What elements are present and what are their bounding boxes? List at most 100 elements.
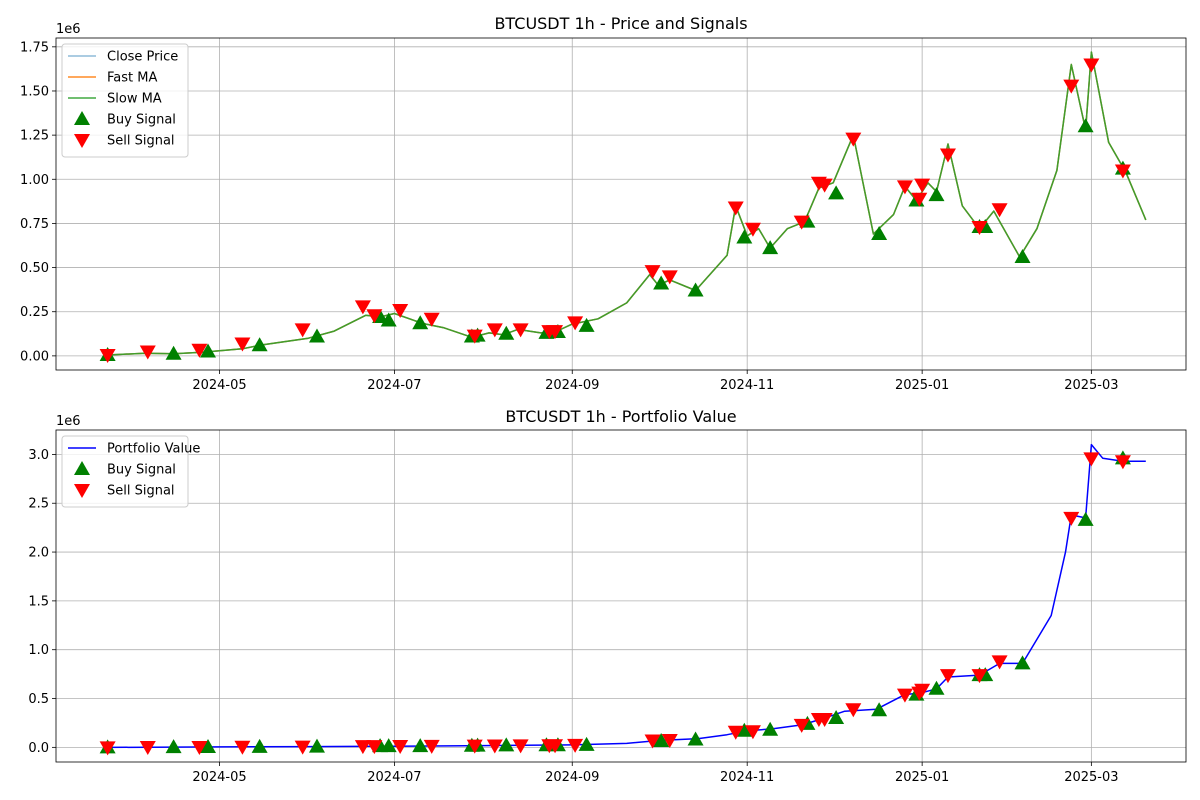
portfolio-x-tick-label: 2024-11 [720, 770, 774, 785]
portfolio-sell-signal-marker [939, 669, 956, 684]
portfolio-buy-signal-marker [498, 737, 515, 752]
price-legend-label: Close Price [107, 50, 178, 65]
portfolio-y-tick-label: 0.0 [28, 741, 49, 756]
price-y-offset-label: 1e6 [56, 22, 81, 37]
portfolio-sell-signal-marker [1083, 452, 1100, 467]
price-series-fast-ma [107, 51, 1147, 356]
portfolio-sell-signal-marker [727, 725, 744, 740]
price-sell-signal-marker [392, 303, 409, 318]
price-sell-signal-marker [99, 348, 116, 363]
portfolio-sell-signal-marker [1063, 511, 1080, 526]
portfolio-y-offset-label: 1e6 [56, 414, 81, 429]
price-y-tick-label: 1.75 [20, 40, 49, 55]
price-sell-signal-marker [845, 132, 862, 147]
price-sell-signal-marker [727, 201, 744, 216]
price-buy-signal-marker [871, 226, 888, 241]
price-buy-signal-marker [928, 187, 945, 202]
portfolio-series-portfolio-value [107, 443, 1146, 749]
portfolio-sell-signal-marker [191, 740, 208, 755]
price-legend: Close Price Fast MA Slow MA Buy Signal Sell … [61, 43, 189, 158]
price-sell-signal-marker [139, 345, 156, 360]
price-sell-signal-marker [911, 192, 928, 207]
price-legend-label: Fast MA [107, 71, 157, 86]
portfolio-sell-signal-marker [744, 725, 761, 740]
portfolio-buy-signal-marker [1077, 511, 1094, 526]
price-legend-label: Sell Signal [107, 134, 175, 149]
price-sell-signal-marker [191, 343, 208, 358]
price-sell-signal-marker [486, 323, 503, 338]
portfolio-sell-signal-marker [644, 734, 661, 749]
portfolio-y-tick-label: 3.0 [28, 448, 49, 463]
price-y-tick-label: 0.75 [20, 217, 49, 232]
portfolio-y-tick-label: 2.0 [28, 546, 49, 561]
portfolio-legend-box [61, 435, 189, 508]
portfolio-buy-signal-marker [687, 731, 704, 746]
price-sell-signal-marker [793, 215, 810, 230]
portfolio-x-tick-label: 2025-01 [895, 770, 949, 785]
portfolio-x-tick-label: 2025-03 [1064, 770, 1118, 785]
price-y-tick-label: 1.25 [20, 129, 49, 144]
price-sell-signal-marker [661, 270, 678, 285]
portfolio-buy-signal-marker [762, 721, 779, 736]
price-sell-signal-marker [354, 300, 371, 315]
price-buy-signal-marker [828, 185, 845, 200]
price-x-tick-label: 2025-01 [895, 378, 949, 393]
price-buy-signal-marker [200, 343, 217, 358]
price-sell-signal-marker [547, 325, 564, 340]
price-sell-signal-marker [1083, 58, 1100, 73]
portfolio-chart-title: BTCUSDT 1h - Portfolio Value [505, 407, 736, 426]
portfolio-buy-signal-marker [578, 736, 595, 751]
portfolio-panel: 2024-05 2024-07 2024-09 2024-11 2025-01 2025-… [28, 407, 1187, 785]
portfolio-sell-signal-marker [512, 739, 529, 754]
portfolio-sell-signal-marker [661, 734, 678, 749]
portfolio-y-tick-label: 1.0 [28, 643, 49, 658]
price-buy-signal-marker [1077, 118, 1094, 133]
portfolio-legend-label: Portfolio Value [107, 442, 200, 457]
price-series-close-price [107, 51, 1147, 356]
portfolio-x-tick-label: 2024-07 [367, 770, 421, 785]
portfolio-buy-signal-marker [165, 739, 182, 754]
price-sell-signal-marker [466, 329, 483, 344]
price-buy-signal-marker [165, 345, 182, 360]
portfolio-sell-signal-marker [845, 703, 862, 718]
portfolio-y-tick-label: 2.5 [28, 497, 49, 512]
price-legend-box [61, 43, 189, 158]
price-sell-signal-marker [512, 323, 529, 338]
price-buy-signal-marker [762, 240, 779, 255]
portfolio-buy-signal-marker [412, 738, 429, 753]
price-sell-signal-marker [234, 337, 251, 352]
price-legend-swatch [74, 111, 90, 125]
price-buy-signal-marker [653, 275, 670, 290]
price-chart-title: BTCUSDT 1h - Price and Signals [494, 14, 747, 33]
portfolio-buy-signal-marker [1014, 655, 1031, 670]
portfolio-buy-signal-marker [380, 738, 397, 753]
portfolio-sell-signal-marker [392, 739, 409, 754]
portfolio-sell-signal-marker [366, 740, 383, 755]
portfolio-x-tick-label: 2024-09 [545, 770, 599, 785]
portfolio-sell-signal-marker [991, 655, 1008, 670]
portfolio-sell-signal-marker [294, 740, 311, 755]
portfolio-legend-swatch [74, 484, 90, 498]
portfolio-sell-signal-marker [423, 739, 440, 754]
portfolio-sell-signal-marker [1114, 455, 1131, 470]
price-sell-signal-marker [1063, 79, 1080, 94]
portfolio-buy-signal-marker [928, 680, 945, 695]
price-plot-frame [55, 37, 1187, 371]
portfolio-y-tick-label: 0.5 [28, 692, 49, 707]
portfolio-plot-frame [55, 429, 1187, 763]
price-y-tick-label: 0.00 [20, 349, 49, 364]
portfolio-sell-signal-marker [547, 739, 564, 754]
portfolio-buy-signal-marker [653, 733, 670, 748]
portfolio-legend-swatch [74, 461, 90, 475]
price-legend-swatch [74, 134, 90, 148]
price-x-tick-label: 2025-03 [1064, 378, 1118, 393]
price-buy-signal-marker [578, 317, 595, 332]
portfolio-sell-signal-marker [139, 741, 156, 756]
portfolio-legend: Portfolio Value Buy Signal Sell Signal [61, 435, 200, 508]
price-x-tick-label: 2024-05 [192, 378, 246, 393]
portfolio-sell-signal-marker [816, 713, 833, 728]
price-y-tick-label: 1.00 [20, 173, 49, 188]
price-sell-signal-marker [567, 316, 584, 331]
portfolio-sell-signal-marker [567, 738, 584, 753]
